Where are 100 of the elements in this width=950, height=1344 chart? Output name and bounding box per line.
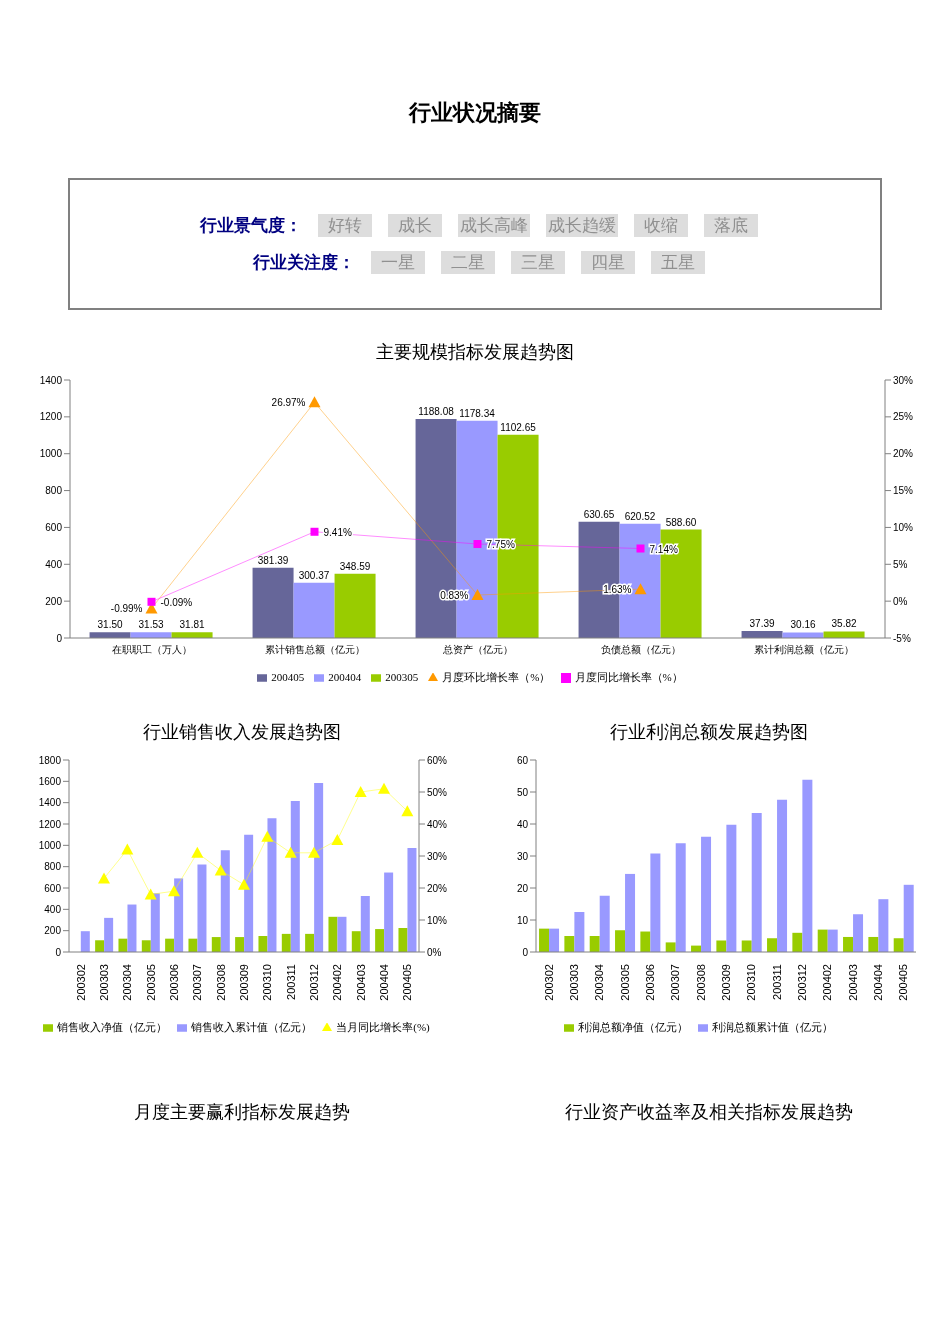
bar [549,928,560,952]
bar [853,914,864,952]
text: 行业资产收益率及相关指标发展趋势 [563,1101,854,1124]
data-label: 26.97% [271,397,306,409]
x-tick-label: 200303 [568,964,580,1001]
x-tick-label: 累计销售总额（亿元） [264,644,365,656]
bar [823,631,865,638]
data-label: -0.99% [110,603,143,615]
bar [665,942,676,952]
text: 行业关注度： [252,252,355,274]
bar [258,936,268,952]
data-label: 588.60 [665,516,697,528]
x-tick-label: 200403 [354,964,367,1001]
bar [878,899,889,952]
data-label: 1178.34 [459,407,496,419]
y-tick-label: 1400 [39,374,63,386]
text: 五星 [651,251,705,274]
y2-tick-label: 20% [893,448,914,460]
text: 四星 [581,251,635,274]
x-tick-label: 200405 [401,964,414,1001]
data-label: 30.16 [790,619,817,631]
bar [351,931,361,952]
x-tick-label: 200402 [331,964,344,1001]
bar [337,916,347,952]
point [214,864,227,876]
x-tick-label: 200310 [745,964,758,1001]
chart-title: 行业利润总额发展趋势图 [609,721,808,744]
bar [165,938,175,952]
point [98,872,110,884]
bar [802,779,813,952]
y-tick-label: 1600 [38,775,62,787]
legend-label: 当月同比增长率(%) [336,1021,430,1033]
data-label: 31.81 [179,619,206,631]
point [471,589,484,601]
text: 成长 [388,214,442,237]
y-tick-label: 800 [45,485,63,497]
y2-tick-label: 0% [427,946,442,958]
bar [252,567,294,638]
data-label: 630.65 [583,508,615,520]
legend-label: 销售收入累计值（亿元） [191,1021,313,1033]
bar [726,824,737,952]
bar [827,929,838,952]
y2-tick-label: 30% [427,850,448,862]
y-tick-label: 0 [56,632,63,644]
y-tick-label: 0 [55,946,62,958]
bar [650,853,661,952]
bar [782,632,824,638]
chart-title: 行业销售收入发展趋势图 [142,721,341,744]
bar [211,937,221,952]
bar [314,782,324,952]
y-tick-label: 40 [516,818,529,830]
point [310,527,319,536]
bar [104,917,114,952]
bar [564,936,575,952]
x-tick-label: 200307 [191,964,204,1001]
point [261,830,274,842]
bar [615,930,626,952]
bar [95,940,105,952]
y-tick-label: 600 [45,521,63,533]
bar [235,937,245,952]
data-label: 31.53 [138,619,165,631]
point [147,597,156,606]
bar [305,933,315,952]
bar [701,836,712,952]
x-tick-label: 200311 [770,964,783,1000]
bar [375,929,385,952]
x-tick-label: 200311 [284,964,297,1000]
bar [589,936,600,952]
y2-tick-label: 30% [893,374,914,386]
bar [127,904,137,952]
data-label: 381.39 [257,554,289,566]
data-label: 620.52 [624,510,656,522]
point [308,846,320,858]
bar [751,813,762,952]
y2-tick-label: 10% [427,914,448,926]
x-tick-label: 在职职工（万人） [111,644,192,656]
bar [267,818,277,952]
y-tick-label: 800 [44,861,62,873]
bar [141,940,151,952]
bar [625,873,636,952]
x-tick-label: 200305 [618,964,631,1001]
x-tick-label: 200312 [308,964,320,1001]
y2-tick-label: 60% [427,754,448,766]
data-label: 300.37 [298,569,330,581]
text: 行业状况摘要 [407,99,542,127]
point [121,843,134,855]
x-tick-label: 200405 [897,964,910,1001]
x-tick-label: 200306 [644,964,656,1001]
bar [188,938,198,952]
data-label: 35.82 [831,618,858,630]
point [473,540,482,549]
y-tick-label: 1200 [39,411,63,423]
y2-tick-label: 40% [427,818,448,830]
bar [334,573,376,638]
bar [197,864,207,952]
point [331,834,344,845]
point [238,878,250,890]
y2-tick-label: -5% [893,632,911,644]
y-tick-label: 0 [522,946,529,958]
text: 收缩 [634,214,688,237]
